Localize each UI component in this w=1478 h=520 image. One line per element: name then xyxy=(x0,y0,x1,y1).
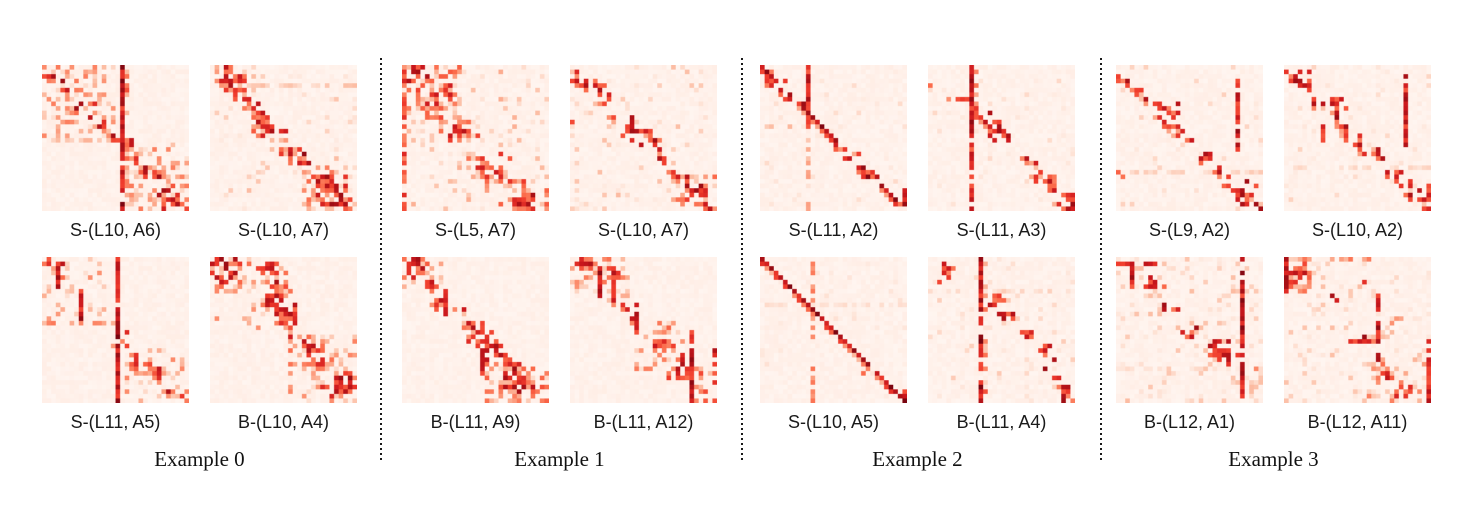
heatmap-label: B-(L11, A4) xyxy=(956,412,1047,432)
heatmap-label: S-(L10, A6) xyxy=(69,220,162,240)
attention-heatmap-canvas xyxy=(570,65,717,211)
attention-heatmap-canvas xyxy=(760,257,907,403)
heatmap-panel: B-(L11, A4) xyxy=(928,257,1075,433)
attention-heatmap-canvas xyxy=(928,65,1075,211)
attention-heatmap-canvas xyxy=(1116,257,1263,403)
heatmap-label: S-(L11, A2) xyxy=(788,220,879,240)
heatmap-label: S-(L10, A7) xyxy=(237,220,330,240)
attention-heatmap-canvas xyxy=(928,257,1075,403)
heatmap-panel: S-(L10, A5) xyxy=(760,257,907,433)
attention-heatmap-canvas xyxy=(1116,65,1263,211)
heatmap-label: S-(L10, A7) xyxy=(597,220,690,240)
heatmap-panel: S-(L11, A2) xyxy=(760,65,907,241)
attention-heatmap-canvas xyxy=(210,65,357,211)
heatmap-label: B-(L12, A11) xyxy=(1307,412,1408,432)
heatmap-panel: S-(L11, A5) xyxy=(42,257,189,433)
heatmap-panel: S-(L9, A2) xyxy=(1116,65,1263,241)
heatmap-panel: B-(L11, A12) xyxy=(570,257,717,433)
heatmap-label: B-(L12, A1) xyxy=(1143,412,1236,432)
attention-heatmap-canvas xyxy=(760,65,907,211)
example-group-3: S-(L9, A2) S-(L10, A2) B-(L12, A1) B-(L1… xyxy=(1116,0,1431,520)
dotted-separator-2 xyxy=(1100,58,1102,462)
heatmap-label: S-(L11, A5) xyxy=(70,412,161,432)
heatmap-panel: B-(L12, A11) xyxy=(1284,257,1431,433)
heatmap-label: S-(L10, A5) xyxy=(787,412,880,432)
heatmap-panel: B-(L10, A4) xyxy=(210,257,357,433)
example-group-1: S-(L5, A7) S-(L10, A7) B-(L11, A9) B-(L1… xyxy=(402,0,717,520)
example-label: Example 3 xyxy=(1228,447,1319,471)
dotted-separator-0 xyxy=(380,58,382,462)
heatmap-label: B-(L11, A9) xyxy=(430,412,521,432)
heatmap-panel: S-(L10, A7) xyxy=(570,65,717,241)
heatmap-label: B-(L11, A12) xyxy=(593,412,694,432)
heatmap-panel: S-(L10, A6) xyxy=(42,65,189,241)
heatmap-label: S-(L11, A3) xyxy=(956,220,1047,240)
heatmap-label: B-(L10, A4) xyxy=(237,412,330,432)
heatmap-label: S-(L9, A2) xyxy=(1148,220,1231,240)
heatmap-panel: S-(L5, A7) xyxy=(402,65,549,241)
example-group-0: S-(L10, A6) S-(L10, A7) S-(L11, A5) B-(L… xyxy=(42,0,357,520)
attention-heatmap-canvas xyxy=(210,257,357,403)
heatmap-label: S-(L10, A2) xyxy=(1311,220,1404,240)
heatmap-label: S-(L5, A7) xyxy=(434,220,517,240)
example-label: Example 2 xyxy=(872,447,963,471)
dotted-separator-1 xyxy=(741,58,743,462)
heatmap-panel: S-(L11, A3) xyxy=(928,65,1075,241)
example-label: Example 1 xyxy=(514,447,605,471)
attention-heatmap-canvas xyxy=(1284,65,1431,211)
attention-heatmap-canvas xyxy=(570,257,717,403)
attention-heatmap-canvas xyxy=(402,65,549,211)
attention-heatmap-canvas xyxy=(42,65,189,211)
attention-heatmap-canvas xyxy=(402,257,549,403)
heatmap-panel: B-(L12, A1) xyxy=(1116,257,1263,433)
example-label: Example 0 xyxy=(154,447,245,471)
example-group-2: S-(L11, A2) S-(L11, A3) S-(L10, A5) B-(L… xyxy=(760,0,1075,520)
heatmap-panel: S-(L10, A7) xyxy=(210,65,357,241)
heatmap-panel: B-(L11, A9) xyxy=(402,257,549,433)
attention-heatmap-canvas xyxy=(1284,257,1431,403)
heatmap-panel: S-(L10, A2) xyxy=(1284,65,1431,241)
attention-heatmap-canvas xyxy=(42,257,189,403)
